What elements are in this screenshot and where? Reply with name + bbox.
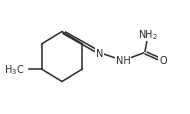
Text: NH$_2$: NH$_2$ xyxy=(139,28,158,41)
Text: NH: NH xyxy=(116,56,130,66)
Text: N: N xyxy=(96,48,103,58)
Text: H$_3$C: H$_3$C xyxy=(4,63,24,76)
Text: O: O xyxy=(159,56,167,66)
